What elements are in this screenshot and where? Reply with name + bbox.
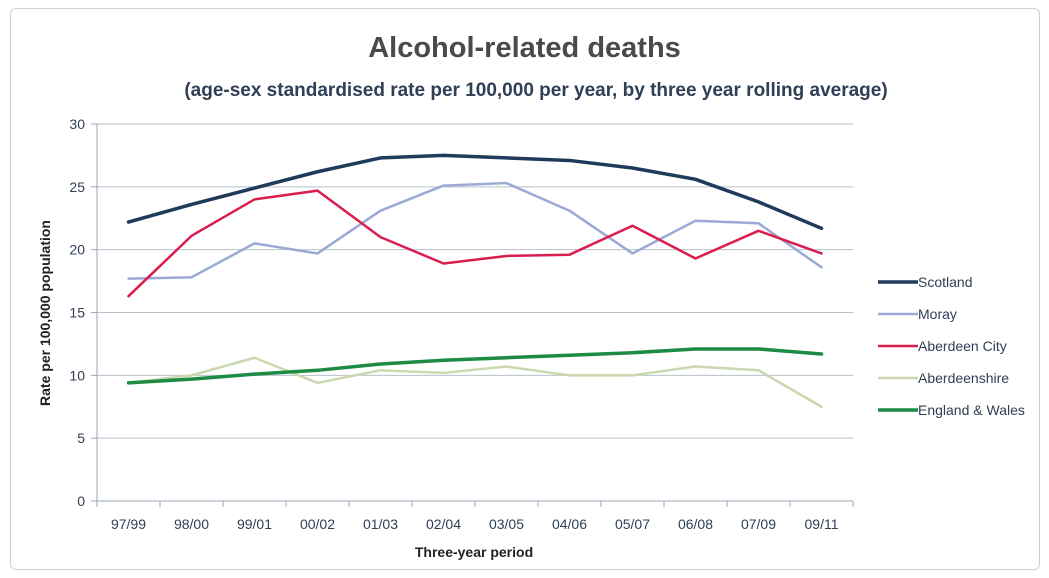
x-tick-label: 03/05 [489, 516, 524, 532]
x-tick-label: 09/11 [805, 516, 839, 532]
y-tick-label: 30 [69, 116, 85, 132]
chart-frame [10, 8, 1040, 570]
x-tick-label: 05/07 [615, 516, 650, 532]
x-axis-ticks: 97/99 98/00 99/01 00/02 01/03 02/04 03/05 04/06… [111, 516, 839, 532]
y-tick-label: 5 [77, 430, 85, 446]
y-axis-label: Rate per 100,000 population [37, 220, 53, 406]
series-line-aberdeenshire [127, 356, 823, 408]
x-tick-label: 99/01 [237, 516, 272, 532]
x-tick-label: 07/09 [741, 516, 776, 532]
y-tick-label: 10 [69, 367, 85, 383]
y-tick-label: 20 [69, 242, 85, 258]
chart-subtitle: (age-sex standardised rate per 100,000 p… [184, 80, 888, 101]
x-tick-label: 01/03 [363, 516, 398, 532]
x-tick-label: 06/08 [678, 516, 713, 532]
legend-label: Moray [918, 306, 957, 322]
y-tick-label: 25 [69, 179, 85, 195]
chart-title: Alcohol-related deaths [368, 32, 681, 64]
legend-label: Aberdeenshire [918, 370, 1009, 386]
x-tick-label: 02/04 [426, 516, 461, 532]
y-tick-label: 0 [77, 493, 85, 509]
series-line-scotland [126, 153, 824, 231]
legend-label: Aberdeen City [918, 338, 1007, 354]
y-axis-ticks: 0 5 10 15 20 25 30 [69, 116, 85, 509]
series-line-moray [127, 181, 823, 280]
series-line-aberdeen-city [127, 189, 823, 298]
legend-label: England & Wales [918, 402, 1025, 418]
series-line-england-wales [126, 347, 824, 385]
x-tick-label: 98/00 [174, 516, 209, 532]
x-tick-label: 00/02 [300, 516, 335, 532]
x-tick-label: 04/06 [552, 516, 587, 532]
legend-label: Scotland [918, 274, 972, 290]
gridlines [91, 123, 854, 507]
x-tick-label: 97/99 [111, 516, 146, 532]
x-axis-label: Three-year period [415, 544, 533, 560]
legend: Scotland Moray Aberdeen City Aberdeenshire E… [878, 274, 1025, 418]
y-tick-label: 15 [69, 305, 85, 321]
series-lines [126, 153, 824, 408]
